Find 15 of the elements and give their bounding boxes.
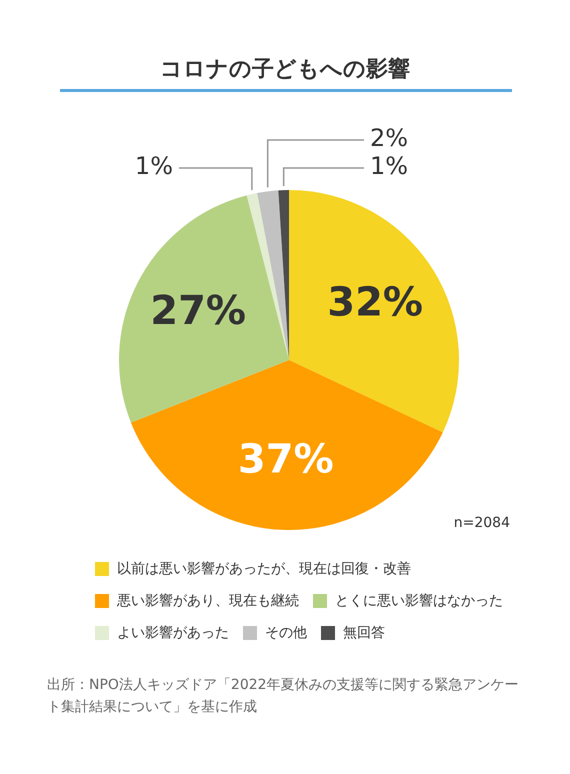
data-label: 37% (238, 436, 334, 482)
data-label: 1% (370, 152, 408, 180)
legend-label: 以前は悪い影響があったが、現在は回復・改善 (117, 560, 411, 578)
text: 出所：NPO法人キッズドア「2022年夏休みの支援等に関する緊急アンケート集計結果について」を基に作成 (47, 676, 520, 717)
legend-label: よい影響があった (117, 624, 229, 642)
legend-label: 無回答 (343, 624, 385, 642)
legend-label: その他 (265, 624, 307, 642)
data-label: 1% (134, 152, 173, 180)
text: n=2084 (454, 515, 510, 531)
data-label: 27% (150, 288, 246, 334)
legend-label: 悪い影響があり、現在も継続 (117, 592, 299, 610)
data-label: 32% (327, 280, 423, 326)
chart-title: コロナの子どもへの影響 (159, 56, 411, 84)
legend-label: とくに悪い影響はなかった (335, 592, 503, 610)
data-label: 2% (370, 124, 408, 152)
